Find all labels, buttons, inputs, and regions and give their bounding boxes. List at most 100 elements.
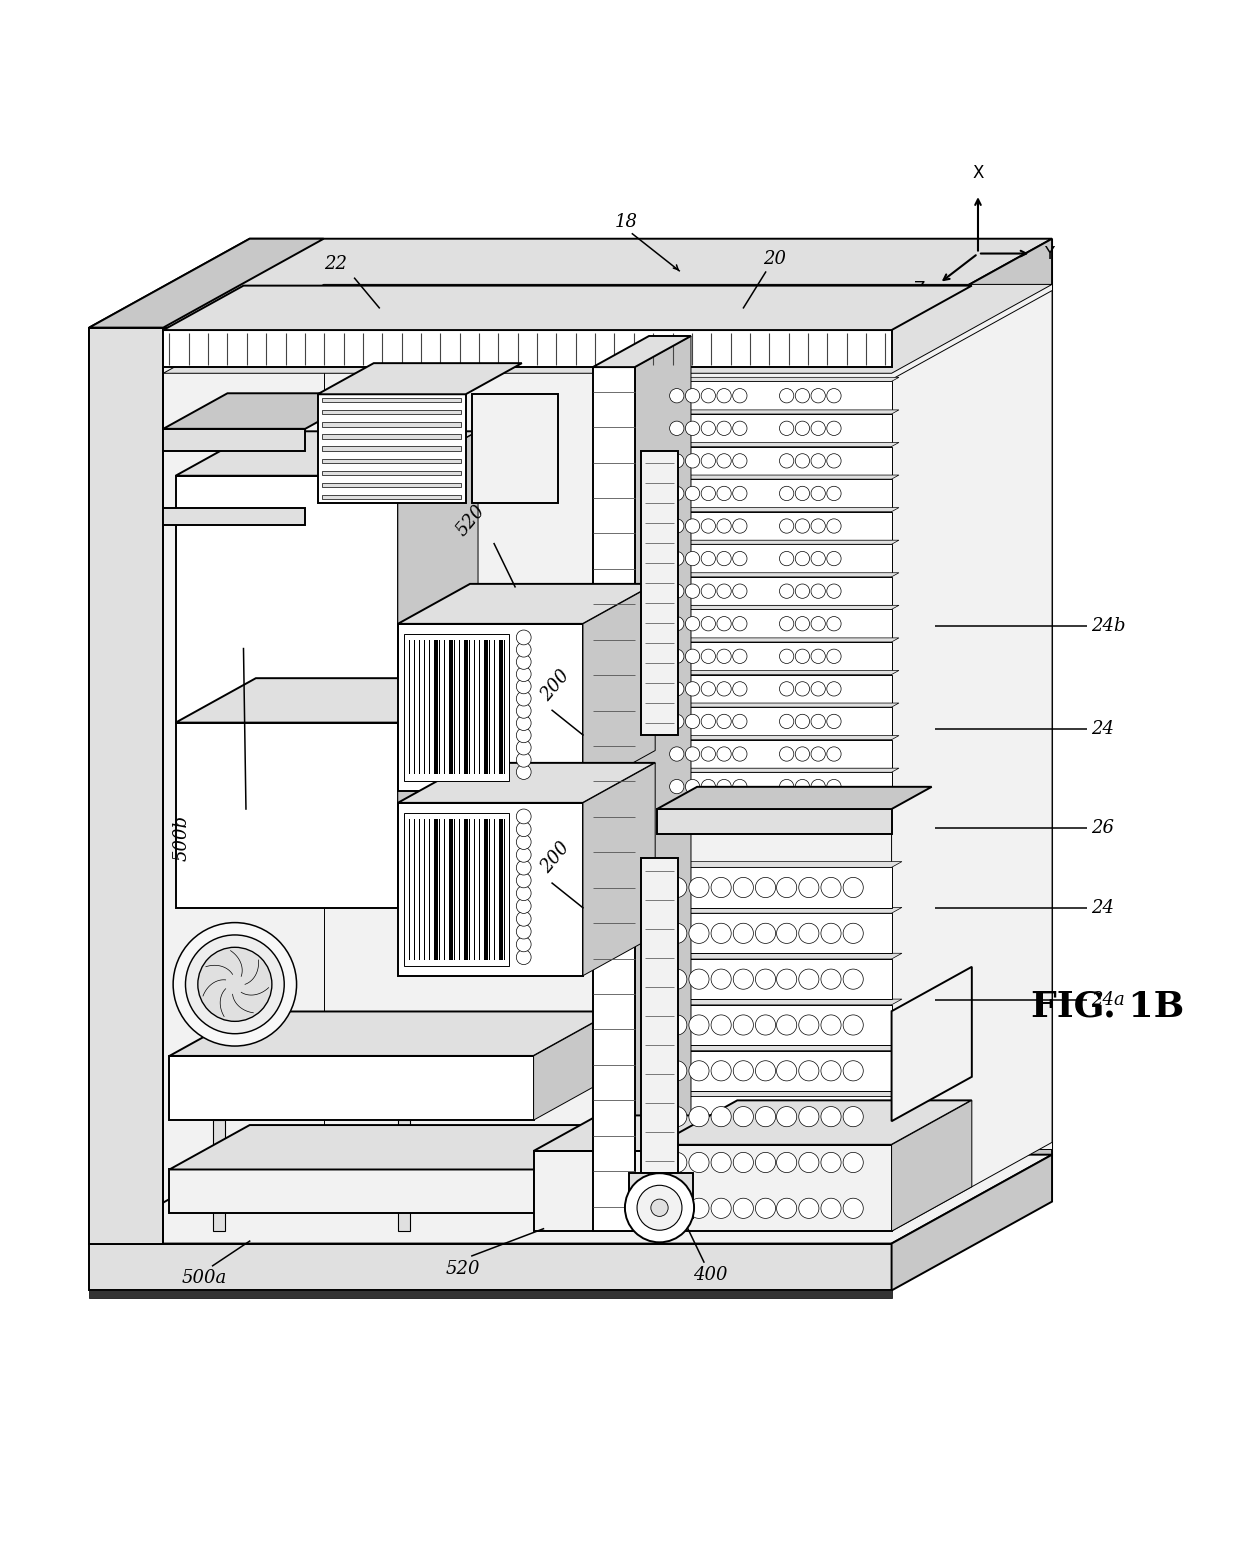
Circle shape — [843, 923, 863, 943]
Circle shape — [701, 584, 715, 599]
Text: 400: 400 — [693, 1266, 728, 1283]
Text: 24a: 24a — [1091, 991, 1126, 1010]
Circle shape — [799, 1107, 818, 1127]
Circle shape — [516, 740, 531, 755]
Circle shape — [799, 1014, 818, 1034]
Circle shape — [733, 715, 746, 729]
Polygon shape — [164, 286, 972, 330]
Polygon shape — [398, 763, 655, 803]
Circle shape — [795, 454, 810, 468]
Bar — [503, 818, 506, 960]
Polygon shape — [398, 624, 583, 791]
Circle shape — [843, 1014, 863, 1034]
Circle shape — [821, 1107, 841, 1127]
Circle shape — [776, 1014, 797, 1034]
Circle shape — [516, 911, 531, 926]
Circle shape — [811, 422, 826, 435]
Bar — [494, 639, 496, 775]
Polygon shape — [89, 327, 164, 1243]
Circle shape — [811, 551, 826, 565]
Polygon shape — [89, 1155, 1052, 1243]
Circle shape — [516, 872, 531, 888]
Circle shape — [711, 1198, 732, 1218]
Circle shape — [811, 648, 826, 664]
Circle shape — [670, 454, 684, 468]
Circle shape — [733, 454, 746, 468]
Circle shape — [670, 682, 684, 696]
Circle shape — [686, 454, 699, 468]
Polygon shape — [176, 678, 479, 723]
Circle shape — [516, 848, 531, 862]
Circle shape — [827, 519, 841, 533]
Polygon shape — [533, 1150, 657, 1231]
Bar — [454, 818, 455, 960]
Bar — [414, 639, 415, 775]
Circle shape — [711, 970, 732, 990]
Circle shape — [711, 1107, 732, 1127]
Circle shape — [686, 519, 699, 533]
Polygon shape — [89, 239, 1052, 327]
Polygon shape — [657, 511, 892, 540]
Circle shape — [843, 970, 863, 990]
Polygon shape — [89, 1291, 892, 1299]
Polygon shape — [892, 1101, 972, 1231]
Bar — [479, 639, 480, 775]
Polygon shape — [641, 858, 678, 1173]
Polygon shape — [629, 1173, 693, 1218]
Circle shape — [799, 923, 818, 943]
Polygon shape — [322, 411, 461, 414]
Circle shape — [733, 1198, 754, 1218]
Polygon shape — [657, 605, 899, 610]
Circle shape — [827, 422, 841, 435]
Text: 200: 200 — [538, 665, 574, 704]
Polygon shape — [657, 862, 901, 868]
Bar — [424, 818, 425, 960]
Polygon shape — [657, 409, 899, 414]
Polygon shape — [657, 443, 899, 446]
Circle shape — [755, 1061, 775, 1081]
Polygon shape — [398, 803, 583, 976]
Circle shape — [516, 899, 531, 914]
Circle shape — [776, 970, 797, 990]
Polygon shape — [657, 675, 892, 703]
Polygon shape — [657, 1005, 892, 1045]
Polygon shape — [583, 584, 655, 791]
Circle shape — [667, 923, 687, 943]
Bar — [439, 818, 440, 960]
Circle shape — [733, 1061, 754, 1081]
Circle shape — [733, 1152, 754, 1172]
Text: 20: 20 — [763, 250, 786, 269]
Polygon shape — [657, 735, 899, 740]
Circle shape — [780, 780, 794, 794]
Circle shape — [717, 519, 732, 533]
Polygon shape — [89, 327, 892, 1243]
Bar — [503, 639, 506, 775]
Circle shape — [686, 616, 699, 631]
Circle shape — [516, 809, 531, 824]
Circle shape — [717, 551, 732, 565]
Circle shape — [827, 747, 841, 761]
Circle shape — [795, 486, 810, 500]
Circle shape — [701, 747, 715, 761]
Text: 22: 22 — [325, 255, 347, 273]
Circle shape — [780, 454, 794, 468]
Circle shape — [821, 923, 841, 943]
Polygon shape — [657, 953, 901, 959]
Circle shape — [711, 923, 732, 943]
Circle shape — [174, 923, 296, 1045]
Circle shape — [780, 747, 794, 761]
Circle shape — [516, 821, 531, 837]
Text: 520: 520 — [446, 1260, 480, 1277]
Circle shape — [827, 682, 841, 696]
Polygon shape — [657, 577, 892, 605]
Circle shape — [670, 747, 684, 761]
Circle shape — [811, 616, 826, 631]
Circle shape — [670, 422, 684, 435]
Polygon shape — [657, 1090, 901, 1096]
Circle shape — [733, 616, 746, 631]
Circle shape — [799, 970, 818, 990]
Polygon shape — [657, 868, 892, 908]
Bar — [409, 818, 410, 960]
Polygon shape — [657, 377, 899, 381]
Circle shape — [667, 1152, 687, 1172]
